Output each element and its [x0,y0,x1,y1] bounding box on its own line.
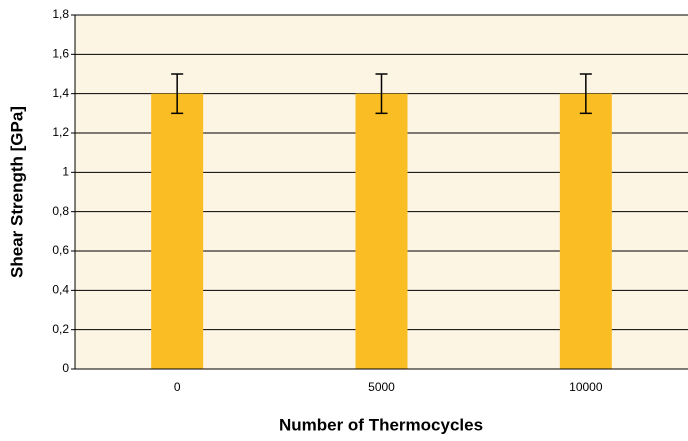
y-axis-title: Shear Strength [GPa] [7,106,26,278]
bar [559,93,612,370]
x-tick-label: 10000 [569,380,603,394]
bar [151,93,204,370]
error-bar [171,73,184,115]
y-tick-label: 1,8 [52,7,69,21]
x-tick-label: 5000 [368,380,395,394]
y-tick-label: 1 [62,165,69,179]
error-bar [579,73,592,115]
y-tick-label: 1,6 [52,47,69,61]
y-tick-label: 1,4 [52,86,69,100]
y-tick-label: 0,2 [52,322,69,336]
y-tick-label: 0 [62,361,69,375]
y-tick-label: 1,2 [52,125,69,139]
error-bar [375,73,388,115]
y-tick-label: 0,4 [52,283,69,297]
y-tick-label: 0,8 [52,204,69,218]
x-tick-label: 0 [174,380,181,394]
bar [355,93,408,370]
y-tick-label: 0,6 [52,243,69,257]
x-axis-title: Number of Thermocycles [279,415,483,434]
